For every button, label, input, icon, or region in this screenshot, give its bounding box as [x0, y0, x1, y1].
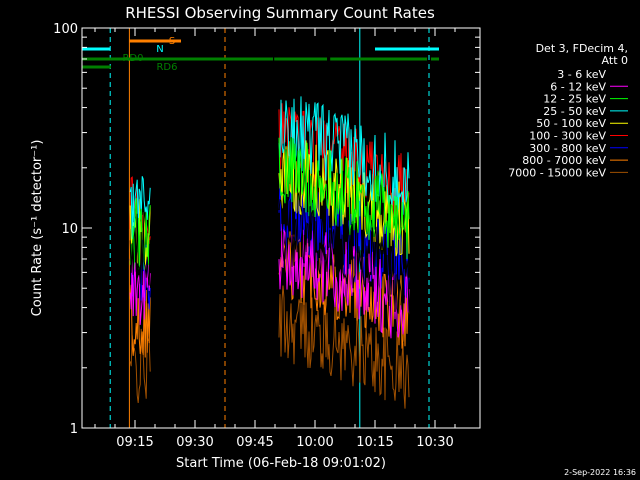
y-axis-label: Count Rate (s⁻¹ detector⁻¹) — [30, 140, 45, 317]
x-tick-label-2: 09:45 — [236, 435, 273, 450]
legend-label-2: 12 - 25 keV — [543, 93, 606, 106]
chart-title: RHESSI Observing Summary Count Rates — [125, 4, 435, 22]
series-3 — [129, 96, 410, 247]
series-0-segment-1 — [278, 191, 410, 319]
series-2-segment-1 — [278, 137, 410, 260]
series-1-segment-0 — [129, 257, 151, 325]
series-3-segment-1 — [278, 96, 410, 215]
legend-label-8: 7000 - 15000 keV — [508, 166, 606, 179]
flag-label-S: S — [169, 36, 175, 47]
flag-label-RD6: RD6 — [156, 62, 177, 73]
legend-label-6: 300 - 800 keV — [529, 142, 606, 155]
x-tick-label-3: 10:00 — [296, 435, 333, 450]
legend-label-1: 6 - 12 keV — [550, 80, 606, 93]
flag-label-RD0: RD0 — [122, 53, 143, 64]
series-2-segment-0 — [129, 198, 151, 274]
legend-label-7: 800 - 7000 keV — [522, 154, 606, 167]
flag-label-N: N — [156, 44, 163, 55]
x-tick-label-1: 09:30 — [176, 435, 213, 450]
series-0 — [129, 191, 410, 319]
plot-area: SN RD0 RD6 — [81, 28, 439, 428]
x-tick-label-0: 09:15 — [116, 435, 153, 450]
legend-label-4: 50 - 100 keV — [536, 117, 606, 130]
x-tick-label-4: 10:15 — [356, 435, 393, 450]
legend-label-5: 100 - 300 keV — [529, 130, 606, 143]
legend-label-3: 25 - 50 keV — [543, 105, 606, 118]
legend-header-1: Det 3, FDecim 4, — [536, 42, 628, 55]
series-0-segment-0 — [129, 212, 151, 286]
y-tick-label-1: 10 — [61, 222, 78, 237]
axes: 09:15 09:30 09:45 10:00 10:15 10:30 1 10 100 — [53, 22, 480, 450]
x-tick-label-5: 10:30 — [416, 435, 453, 450]
series-8-segment-1 — [278, 285, 410, 409]
y-tick-label-2: 100 — [53, 22, 78, 37]
series-7-segment-0 — [129, 284, 151, 358]
series-2 — [129, 137, 410, 274]
legend-label-0: 3 - 6 keV — [557, 68, 606, 81]
legend-header-2: Att 0 — [602, 54, 628, 67]
x-axis-label: Start Time (06-Feb-18 09:01:02) — [176, 456, 386, 471]
series-3-segment-0 — [129, 176, 151, 247]
y-tick-label-0: 1 — [70, 422, 78, 437]
footer-date: 2-Sep-2022 16:36 — [564, 468, 636, 477]
